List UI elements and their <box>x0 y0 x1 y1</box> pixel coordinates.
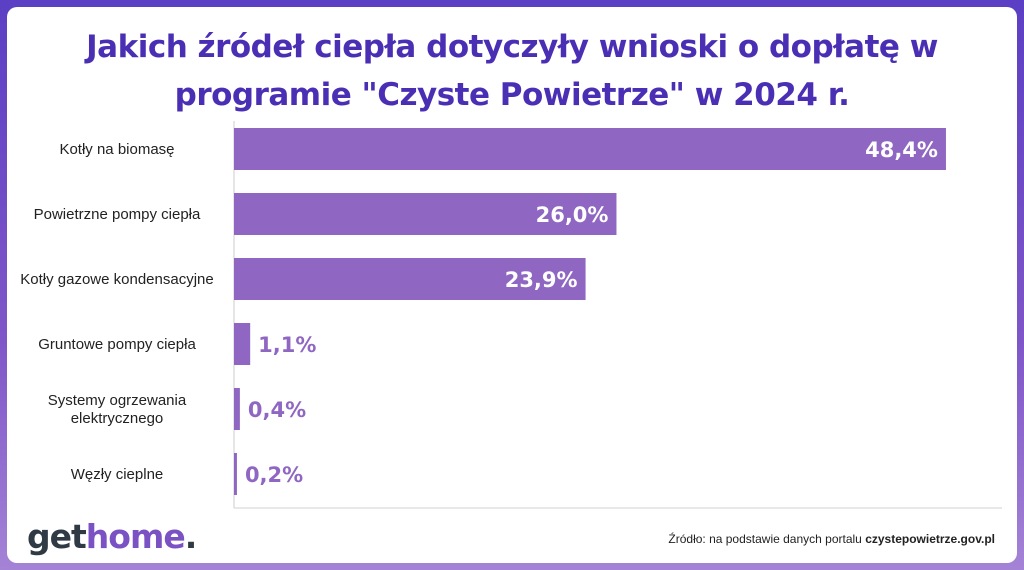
source-site: czystepowietrze.gov.pl <box>865 532 995 546</box>
value-label-5: 0,2% <box>245 463 303 487</box>
category-label-4-0: Systemy ogrzewania <box>48 392 187 409</box>
bar-0 <box>234 128 946 170</box>
gethome-logo: gethome. <box>27 517 197 556</box>
category-label-2: Kotły gazowe kondensacyjne <box>20 271 213 288</box>
bar-chart: Kotły na biomasę 48,4% Powietrzne pompy ci… <box>20 121 1002 509</box>
value-label-3: 1,1% <box>258 333 316 357</box>
chart-title: Jakich źródeł ciepła dotyczyły wnioski o… <box>7 23 1017 119</box>
value-label-0: 48,4% <box>865 138 938 162</box>
category-label-4-1: elektrycznego <box>71 410 164 427</box>
source-prefix: Źródło: na podstawie danych portalu <box>668 532 866 546</box>
value-label-2: 23,9% <box>505 268 578 292</box>
category-label-0: Kotły na biomasę <box>59 141 174 158</box>
category-label-5: Węzły cieplne <box>71 466 164 483</box>
chart-title-line-2: programie "Czyste Powietrze" w 2024 r. <box>174 77 850 113</box>
chart-card: Jakich źródeł ciepła dotyczyły wnioski o… <box>7 7 1017 563</box>
bar-3 <box>234 323 251 365</box>
bar-2 <box>234 258 586 300</box>
bar-5 <box>234 453 237 495</box>
value-label-1: 26,0% <box>536 203 609 227</box>
category-label-3: Gruntowe pompy ciepła <box>38 336 196 353</box>
source-note: Źródło: na podstawie danych portalu czys… <box>668 532 995 546</box>
chart-title-line-1: Jakich źródeł ciepła dotyczyły wnioski o… <box>86 29 938 65</box>
bar-4 <box>234 388 240 430</box>
value-label-4: 0,4% <box>248 398 306 422</box>
bar-1 <box>234 193 617 235</box>
category-label-1: Powietrzne pompy ciepła <box>34 206 201 223</box>
